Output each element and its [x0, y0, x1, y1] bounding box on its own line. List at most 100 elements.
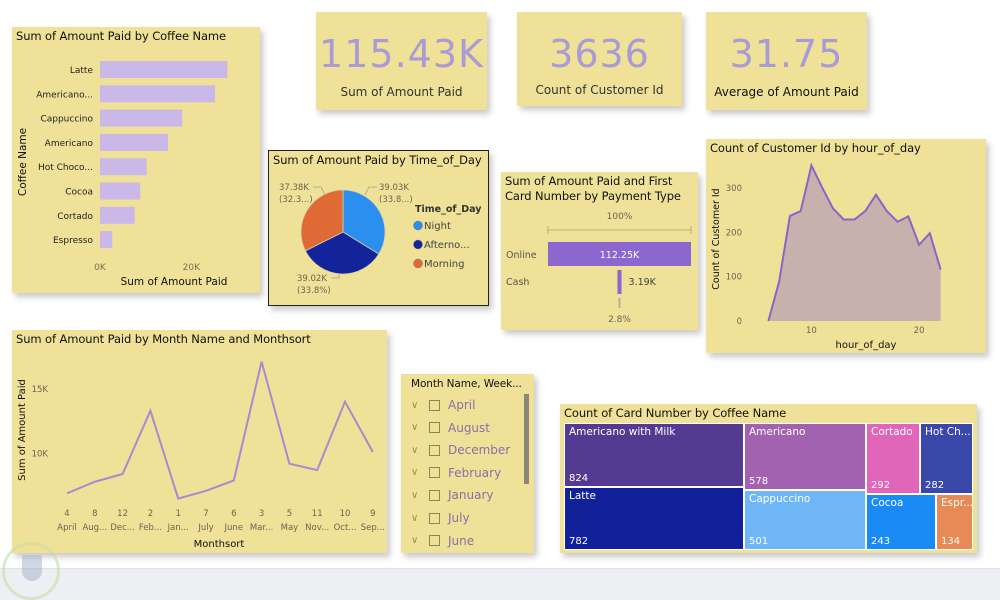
- legend-label: Morning: [424, 259, 464, 270]
- slicer-item[interactable]: ∨ January: [411, 484, 494, 506]
- funnel-bottom-pct: 2.8%: [608, 315, 631, 325]
- x-tick-label-top: 2: [148, 509, 153, 519]
- treemap-cell[interactable]: Americano with Milk 824: [564, 423, 744, 487]
- bar-6: [100, 206, 135, 224]
- kpi-card-customer-count[interactable]: 3636 Count of Customer Id: [517, 12, 682, 106]
- x-tick-label-bottom: Feb...: [139, 523, 162, 533]
- slicer-item-label: February: [448, 465, 502, 480]
- slicer-item-label: December: [448, 443, 511, 458]
- x-tick-label-top: 11: [312, 509, 323, 519]
- treemap-cell-label: Latte: [569, 490, 596, 502]
- pie-pct-label: (33.8...): [379, 195, 413, 205]
- chevron-down-icon[interactable]: ∨: [411, 444, 419, 456]
- x-tick-label: 10: [806, 326, 817, 336]
- checkbox[interactable]: [429, 489, 440, 501]
- treemap-cell-value: 501: [749, 536, 769, 547]
- month-slicer[interactable]: Month Name, Week... ∨ April ∨ August ∨ Decemb…: [401, 374, 534, 553]
- y-axis-title: Count of Customer Id: [711, 188, 722, 289]
- treemap-cell-value: 824: [569, 473, 589, 484]
- bar-0: [100, 61, 228, 78]
- treemap-cell[interactable]: Cortado 292: [866, 423, 920, 494]
- slicer-item[interactable]: ∨ July: [411, 507, 470, 529]
- treemap-cell-label: Cortado: [871, 426, 913, 438]
- x-tick-label-top: 5: [287, 509, 292, 519]
- treemap-cell[interactable]: Americano 578: [744, 423, 866, 490]
- treemap-cell[interactable]: Cappuccino 501: [744, 490, 866, 550]
- bar-3: [100, 133, 169, 151]
- kpi-card-average-amount[interactable]: 31.75 Average of Amount Paid: [706, 12, 867, 110]
- pie-chart-title: Sum of Amount Paid by Time_of_Day: [273, 153, 482, 167]
- x-tick-label: 20: [914, 326, 925, 336]
- treemap-cell[interactable]: Cocoa 243: [866, 494, 936, 550]
- chevron-down-icon[interactable]: ∨: [411, 512, 419, 524]
- checkbox[interactable]: [429, 512, 440, 524]
- x-tick-label-bottom: June: [224, 523, 244, 533]
- kpi-label: Count of Customer Id: [535, 83, 664, 97]
- area-chart-card[interactable]: Count of Customer Id by hour_of_day 0 100…: [706, 139, 986, 353]
- slicer-item-label: April: [448, 398, 476, 412]
- chevron-down-icon[interactable]: ∨: [411, 535, 419, 547]
- bar-1: [100, 85, 216, 103]
- pie-slice-morning: [300, 189, 344, 252]
- x-tick-label: 20K: [183, 263, 201, 273]
- area-chart: 0 100 200 300 10 20 hour_of_day Count of Custom…: [711, 162, 942, 351]
- pie-pct-label: (33.8%): [297, 286, 331, 296]
- x-tick-label-bottom: Mar...: [250, 523, 273, 533]
- x-tick-label-bottom: Nov...: [305, 523, 329, 533]
- pie-chart: 39.03K (33.8...) 39.02K (33.8%) 37.38K (32.3.…: [279, 183, 482, 296]
- slicer-item[interactable]: ∨ February: [411, 462, 501, 484]
- checkbox[interactable]: [429, 444, 440, 456]
- bar-category-label: Latte: [70, 66, 94, 76]
- slicer-item-label: August: [448, 420, 490, 435]
- chevron-down-icon[interactable]: ∨: [411, 467, 419, 479]
- bar-4: [100, 158, 147, 176]
- kpi-value: 31.75: [729, 32, 844, 76]
- leader-line: [331, 273, 340, 279]
- funnel-value-label: 112.25K: [600, 250, 640, 261]
- slicer-item[interactable]: ∨ June: [411, 530, 474, 552]
- treemap-cell-value: 292: [871, 480, 891, 491]
- x-axis-title: Sum of Amount Paid: [121, 276, 228, 288]
- x-tick-label-top: 1: [175, 509, 180, 519]
- funnel-value-label: 3.19K: [629, 277, 657, 288]
- checkbox[interactable]: [429, 467, 440, 479]
- x-tick-label-top: 6: [231, 509, 236, 519]
- checkbox[interactable]: [429, 422, 440, 434]
- slicer-item[interactable]: ∨ December: [411, 439, 510, 461]
- funnel-top-pct: 100%: [607, 212, 633, 222]
- bar-chart-title: Sum of Amount Paid by Coffee Name: [16, 29, 227, 43]
- payment-funnel-card[interactable]: Sum of Amount Paid and First Card Number…: [501, 172, 698, 330]
- checkbox[interactable]: [429, 535, 440, 547]
- pie-chart-card[interactable]: Sum of Amount Paid by Time_of_Day 39.03K…: [268, 150, 489, 306]
- funnel-category-label: Online: [506, 250, 537, 261]
- x-tick-label-top: 12: [117, 509, 128, 519]
- treemap-cell[interactable]: Espr... 134: [936, 494, 973, 550]
- chevron-down-icon[interactable]: ∨: [411, 399, 419, 411]
- kpi-card-sum-amount[interactable]: 115.43K Sum of Amount Paid: [316, 12, 487, 110]
- legend-label: Night: [424, 221, 451, 232]
- funnel-bar-online: [548, 242, 691, 266]
- line-chart-card[interactable]: Sum of Amount Paid by Month Name and Mon…: [12, 330, 387, 553]
- treemap-title: Count of Card Number by Coffee Name: [564, 406, 787, 420]
- treemap-cell[interactable]: Hot Ch... 282: [920, 423, 973, 494]
- x-tick-label-bottom: Sep...: [361, 523, 385, 533]
- chevron-down-icon[interactable]: ∨: [411, 489, 419, 501]
- funnel-chart: 100% 112.25K Online 3.19K Cash 2.8%: [506, 212, 692, 325]
- checkbox[interactable]: [429, 399, 440, 411]
- bar-category-label: Espresso: [53, 236, 94, 246]
- x-tick-label-bottom: April: [57, 523, 76, 533]
- x-tick-label-bottom: July: [197, 523, 213, 533]
- treemap-card[interactable]: Count of Card Number by Coffee Name Amer…: [560, 404, 977, 553]
- slicer-item[interactable]: ∨ August: [411, 417, 490, 439]
- pie-data-label: 39.02K: [297, 274, 327, 284]
- treemap-cell[interactable]: Latte 782: [564, 487, 744, 550]
- area-fill: [768, 165, 941, 321]
- slicer-item[interactable]: ∨ April: [411, 394, 475, 416]
- bar-chart-card[interactable]: Sum of Amount Paid by Coffee Name Latte A…: [12, 27, 260, 293]
- legend-marker: [413, 220, 423, 231]
- chevron-down-icon[interactable]: ∨: [411, 422, 419, 434]
- slicer-scrollbar[interactable]: [524, 394, 529, 484]
- bar-category-label: Cocoa: [65, 188, 93, 198]
- treemap-cell-value: 282: [925, 480, 945, 491]
- treemap-cell-label: Cocoa: [871, 497, 904, 509]
